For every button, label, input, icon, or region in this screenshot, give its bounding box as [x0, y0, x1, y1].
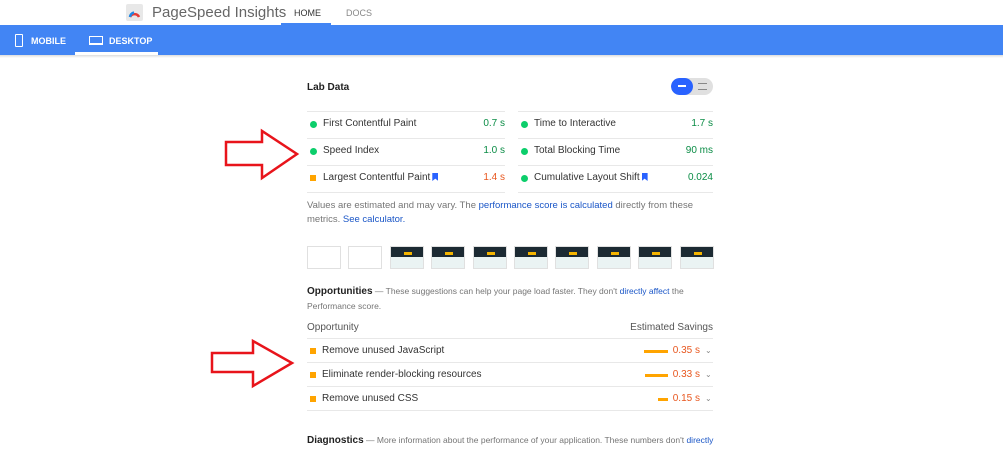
nav-active-indicator: [281, 23, 331, 25]
chevron-down-icon[interactable]: ⌄: [705, 370, 712, 379]
diagnostics-title: Diagnostics: [307, 435, 364, 446]
pass-dot-icon: [310, 148, 317, 155]
filmstrip-frame: [472, 246, 507, 269]
filmstrip-frame: [638, 246, 673, 269]
opportunity-label[interactable]: Remove unused CSS: [322, 393, 419, 404]
metric-label: Time to Interactive: [534, 118, 616, 129]
filmstrip-frame: [555, 246, 590, 269]
bookmark-icon[interactable]: [432, 173, 439, 181]
diagnostics-header: Diagnostics — More information about the…: [307, 435, 714, 446]
view-toggle[interactable]: [671, 78, 713, 95]
average-square-icon: [310, 372, 316, 378]
metric-value: 1.0 s: [483, 145, 505, 156]
chevron-down-icon[interactable]: ⌄: [705, 346, 712, 355]
lab-data-title: Lab Data: [307, 82, 350, 93]
metric-label: First Contentful Paint: [323, 118, 417, 129]
mobile-icon: [15, 34, 23, 47]
red-arrow-icon: [210, 338, 295, 389]
savings-value: 0.35 s: [672, 345, 700, 356]
pass-dot-icon: [310, 121, 317, 128]
directly-link[interactable]: directly: [686, 435, 714, 445]
chevron-down-icon[interactable]: ⌄: [705, 394, 712, 403]
metric-label: Speed Index: [323, 145, 380, 156]
directly-affect-link[interactable]: directly affect: [619, 286, 670, 296]
filmstrip-frame: [348, 246, 383, 269]
metric-value: 1.7 s: [691, 118, 713, 129]
savings-bar: [645, 374, 668, 377]
opportunity-label[interactable]: Eliminate render-blocking resources: [322, 369, 482, 380]
opportunity-label[interactable]: Remove unused JavaScript: [322, 345, 445, 356]
app-title: PageSpeed Insights: [152, 4, 287, 21]
opportunities-header: Opportunities — These suggestions can he…: [307, 286, 684, 311]
filmstrip-frame: [389, 246, 424, 269]
filmstrip-frame: [679, 246, 714, 269]
metric-value: 0.024: [687, 172, 713, 183]
tab-mobile[interactable]: MOBILE: [31, 36, 66, 46]
average-square-icon: [310, 396, 316, 402]
nav-docs[interactable]: DOCS: [346, 8, 373, 18]
pagespeed-logo-icon: [126, 4, 143, 21]
desktop-icon: [89, 36, 103, 45]
metric-value: 0.7 s: [483, 118, 505, 129]
metric-value: 90 ms: [685, 145, 713, 156]
filmstrip-frame: [514, 246, 548, 269]
savings-bar: [644, 350, 668, 353]
red-arrow-icon: [224, 128, 300, 181]
metric-label: Total Blocking Time: [534, 145, 621, 156]
pass-dot-icon: [521, 121, 528, 128]
savings-column-header: Estimated Savings: [630, 322, 713, 333]
nav-home[interactable]: HOME: [294, 8, 321, 18]
see-calculator-link[interactable]: See calculator.: [342, 214, 406, 225]
top-bar: [0, 0, 1003, 25]
savings-value: 0.15 s: [672, 393, 700, 404]
pass-dot-icon: [521, 148, 528, 155]
metric-value: 1.4 s: [483, 172, 505, 183]
tab-active-indicator: [75, 52, 158, 55]
bookmark-icon[interactable]: [641, 173, 648, 181]
average-square-icon: [310, 175, 316, 181]
lab-note: Values are estimated and may vary. The p…: [307, 200, 693, 225]
performance-score-link[interactable]: performance score is calculated: [478, 200, 613, 211]
device-tab-bar: [0, 25, 1003, 55]
filmstrip-frame: [431, 246, 466, 269]
opportunities-title: Opportunities: [307, 286, 373, 297]
filmstrip-frame: [307, 246, 341, 269]
savings-bar: [657, 398, 668, 401]
tab-desktop[interactable]: DESKTOP: [109, 36, 153, 46]
metric-label: Cumulative Layout Shift: [534, 172, 648, 183]
average-square-icon: [310, 348, 316, 354]
list-view-icon: [698, 83, 707, 90]
filmstrip-frame: [596, 246, 631, 269]
pass-dot-icon: [521, 175, 528, 182]
savings-value: 0.33 s: [672, 369, 700, 380]
summary-view-icon: [678, 85, 686, 87]
metric-label: Largest Contentful Paint: [323, 172, 439, 183]
opportunity-column-header: Opportunity: [307, 322, 359, 333]
